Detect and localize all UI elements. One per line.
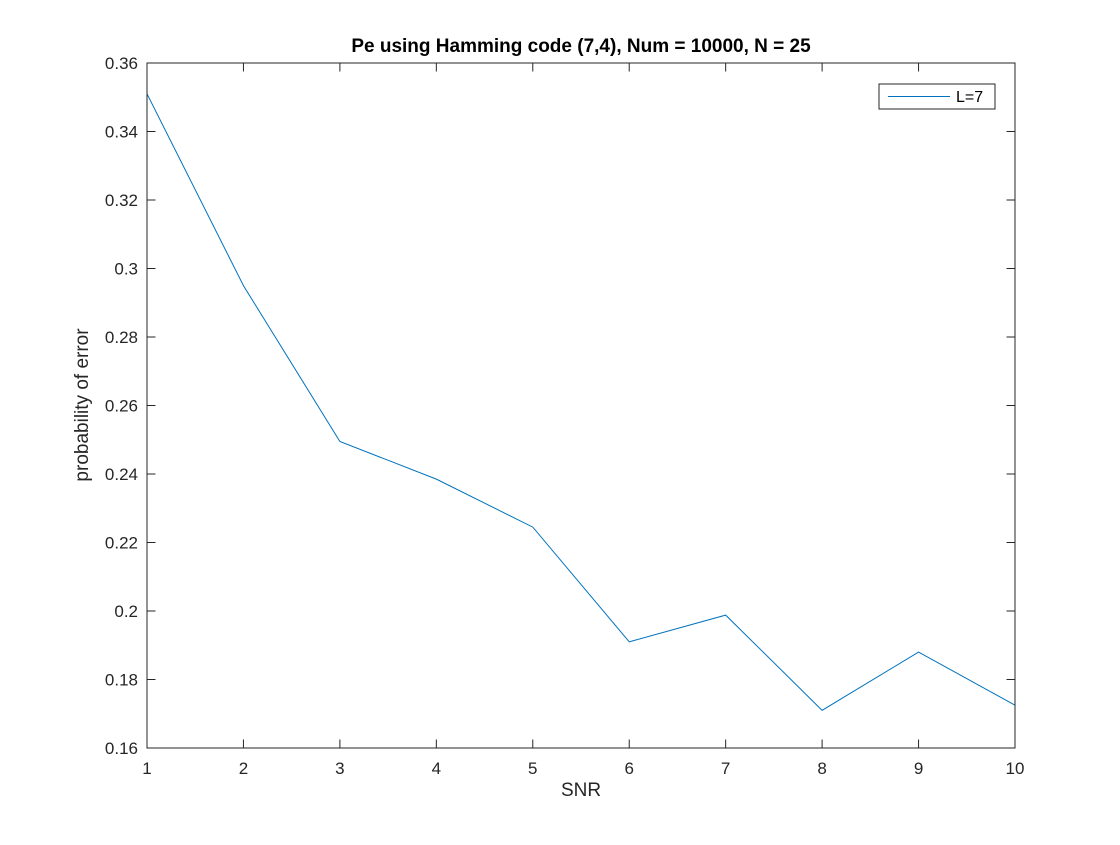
x-tick-label: 6 — [624, 759, 633, 778]
y-tick-label: 0.24 — [105, 465, 138, 484]
legend: L=7 — [879, 84, 995, 109]
y-tick-label: 0.16 — [105, 739, 138, 758]
x-tick-label: 4 — [432, 759, 441, 778]
y-tick-label: 0.22 — [105, 534, 138, 553]
x-axis-label: SNR — [561, 780, 601, 801]
plot-area — [147, 63, 1015, 748]
x-tick-label: 10 — [1006, 759, 1025, 778]
x-tick-label: 2 — [239, 759, 248, 778]
x-tick-label: 1 — [142, 759, 151, 778]
y-tick-label: 0.26 — [105, 397, 138, 416]
x-tick-label: 5 — [528, 759, 537, 778]
legend-label: L=7 — [956, 89, 983, 106]
x-tick-label: 9 — [914, 759, 923, 778]
y-tick-label: 0.3 — [114, 260, 138, 279]
y-axis-tick-labels: 0.16 0.18 0.2 0.22 0.24 0.26 0.28 0.3 0.32 0.34 0.… — [105, 54, 138, 758]
y-tick-label: 0.18 — [105, 671, 138, 690]
y-tick-label: 0.2 — [114, 602, 138, 621]
x-axis-tick-labels: 1 2 3 4 5 6 7 8 9 10 — [142, 759, 1024, 778]
x-tick-label: 7 — [721, 759, 730, 778]
y-tick-label: 0.36 — [105, 54, 138, 73]
y-axis-label: probability of error — [72, 328, 93, 482]
x-tick-label: 8 — [817, 759, 826, 778]
x-tick-label: 3 — [335, 759, 344, 778]
y-tick-label: 0.28 — [105, 328, 138, 347]
y-tick-label: 0.34 — [105, 123, 138, 142]
y-tick-label: 0.32 — [105, 191, 138, 210]
chart-title: Pe using Hamming code (7,4), Num = 10000… — [351, 36, 811, 57]
